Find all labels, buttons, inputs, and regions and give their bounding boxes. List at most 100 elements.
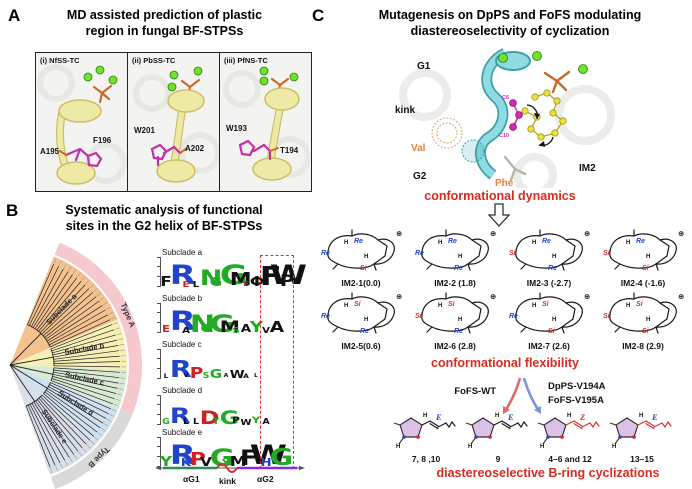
conserved-site-highlight-box: [260, 255, 294, 469]
svg-text:H: H: [626, 303, 630, 309]
g2-helix-label: G2: [413, 171, 427, 182]
svg-text:H: H: [468, 444, 472, 450]
svg-text:H: H: [423, 413, 427, 419]
logo-letter: G: [200, 321, 212, 335]
svg-text:⊕: ⊕: [396, 292, 402, 301]
conformer-card: H H ⊕ Si Re Si IM2-7 (2.6): [502, 290, 596, 353]
logo-label: Subclade c: [162, 340, 202, 349]
kink-segment: [216, 463, 238, 473]
mutant-label-1: DpPS-V194A: [548, 381, 606, 392]
svg-text:H: H: [639, 413, 643, 419]
svg-text:H: H: [364, 317, 368, 323]
product-structure: H H E: [465, 412, 528, 450]
svg-text:H: H: [458, 254, 462, 260]
pbss-structure-image: (ii) PbSS-TC W201 A202: [132, 56, 219, 183]
logo-letter: V: [200, 454, 212, 469]
stereo-face-mark: Re: [548, 265, 557, 272]
mg-ion: [289, 72, 299, 82]
logo-letter: H: [260, 455, 272, 469]
phe-sticks: [503, 155, 527, 182]
svg-text:H: H: [626, 240, 630, 246]
svg-text:⊕: ⊕: [584, 292, 590, 301]
subpanel-tag: (ii) PbSS-TC: [132, 56, 176, 65]
logo-letter: P: [189, 449, 206, 470]
svg-text:H: H: [646, 254, 650, 260]
helix-region-axis: [155, 463, 305, 473]
stereo-face-mark: Re: [321, 250, 330, 257]
mg-ion: [167, 82, 177, 92]
product-card: H H Z 4–6 and 12: [534, 412, 606, 464]
conformer-card: H H ⊕ Re Re Si IM2-1(0.0): [314, 227, 408, 290]
logo-letter: E: [161, 323, 171, 335]
macrocycle-structure: H H ⊕ Re Re Si: [321, 229, 402, 272]
svg-text:H: H: [495, 413, 499, 419]
wt-enzyme-label: FoFS-WT: [454, 386, 496, 397]
macrocycle-structure: H H ⊕ Re Si Re: [509, 229, 590, 272]
logo-letter: L: [254, 373, 258, 380]
svg-text:H: H: [552, 317, 556, 323]
logo-letter: G: [209, 366, 223, 381]
logo-letter: Y: [159, 453, 173, 470]
svg-text:E: E: [651, 412, 658, 422]
logo-letter: A: [182, 324, 190, 335]
logo-label: Subclade a: [162, 248, 203, 257]
macrocycle-structure: H H ⊕ Si Re Si: [509, 292, 590, 335]
logo-letter: A: [269, 317, 285, 336]
mg-ion: [498, 53, 508, 63]
svg-text:H: H: [438, 303, 442, 309]
panel-c-title-line2: diastereoselectivity of cyclization: [410, 24, 610, 39]
product-structure: H H Z: [537, 412, 600, 450]
logo-label: Subclade b: [162, 294, 203, 303]
logo-letter: S: [232, 324, 240, 335]
stereo-face-mark: Si: [636, 301, 644, 308]
logo-label: Subclade e: [162, 428, 203, 437]
logo-letter: T: [212, 417, 220, 427]
logo-label: Subclade d: [162, 386, 203, 395]
svg-text:H: H: [396, 444, 400, 450]
pfns-structure-image: (iii) PfNS-TC W193 T194: [223, 56, 311, 181]
panel-c-letter: C: [312, 6, 325, 25]
mutant-label-2: FoFS-V195A: [548, 395, 604, 406]
logo-letter: G: [162, 417, 170, 427]
logo-letter: V: [262, 324, 270, 335]
product-card: H H E 7, 8 ,10: [390, 412, 462, 464]
flexibility-caption: conformational flexibility: [431, 356, 579, 370]
mg-ion: [259, 66, 269, 76]
stereo-face-mark: Si: [360, 265, 368, 272]
conformer-card: H H ⊕ Re Re Re IM2-2 (1.8): [408, 227, 502, 290]
conformer-label: IM2-2 (1.8): [434, 278, 476, 288]
svg-text:H: H: [612, 444, 616, 450]
panel-b-title-line2: sites in the G2 helix of BF-STPSs: [65, 219, 263, 234]
val-mesh: [431, 117, 463, 149]
macrocycle-structure: H H ⊕ Si Re Re: [321, 292, 402, 335]
svg-text:⊕: ⊕: [678, 292, 684, 301]
svg-text:H: H: [438, 240, 442, 246]
logo-letter: L: [192, 278, 200, 289]
residue-label-2: F196: [93, 136, 112, 145]
dynamics-caption: conformational dynamics: [424, 189, 576, 203]
b-ring: [471, 417, 495, 438]
stereo-face-mark: Re: [321, 313, 330, 320]
logo-letter: A: [240, 321, 252, 335]
pocket-mesh: [461, 139, 485, 163]
residue-label-2: T194: [280, 146, 299, 155]
b-ring: [543, 417, 567, 438]
product-caption: 4–6 and 12: [548, 454, 592, 464]
mg-ion: [578, 64, 588, 74]
logo-letter: A: [243, 372, 249, 380]
g1-helix-label: G1: [417, 61, 431, 72]
structure-subpanel-nfss: (i) NfSS-TC A195 F196: [36, 53, 128, 191]
c6-label: C6: [502, 95, 509, 101]
conformer-card: H H ⊕ Si Si Si IM2-8 (2.9): [596, 290, 690, 353]
stereo-face-mark: Re: [448, 238, 457, 245]
subclade-wedge: [10, 319, 127, 370]
type-b-arc: [50, 409, 133, 489]
nfss-structure-image: (i) NfSS-TC A195 F196: [37, 56, 127, 185]
subpanel-tag: (i) NfSS-TC: [40, 56, 80, 65]
type-a-arc: [54, 243, 142, 415]
